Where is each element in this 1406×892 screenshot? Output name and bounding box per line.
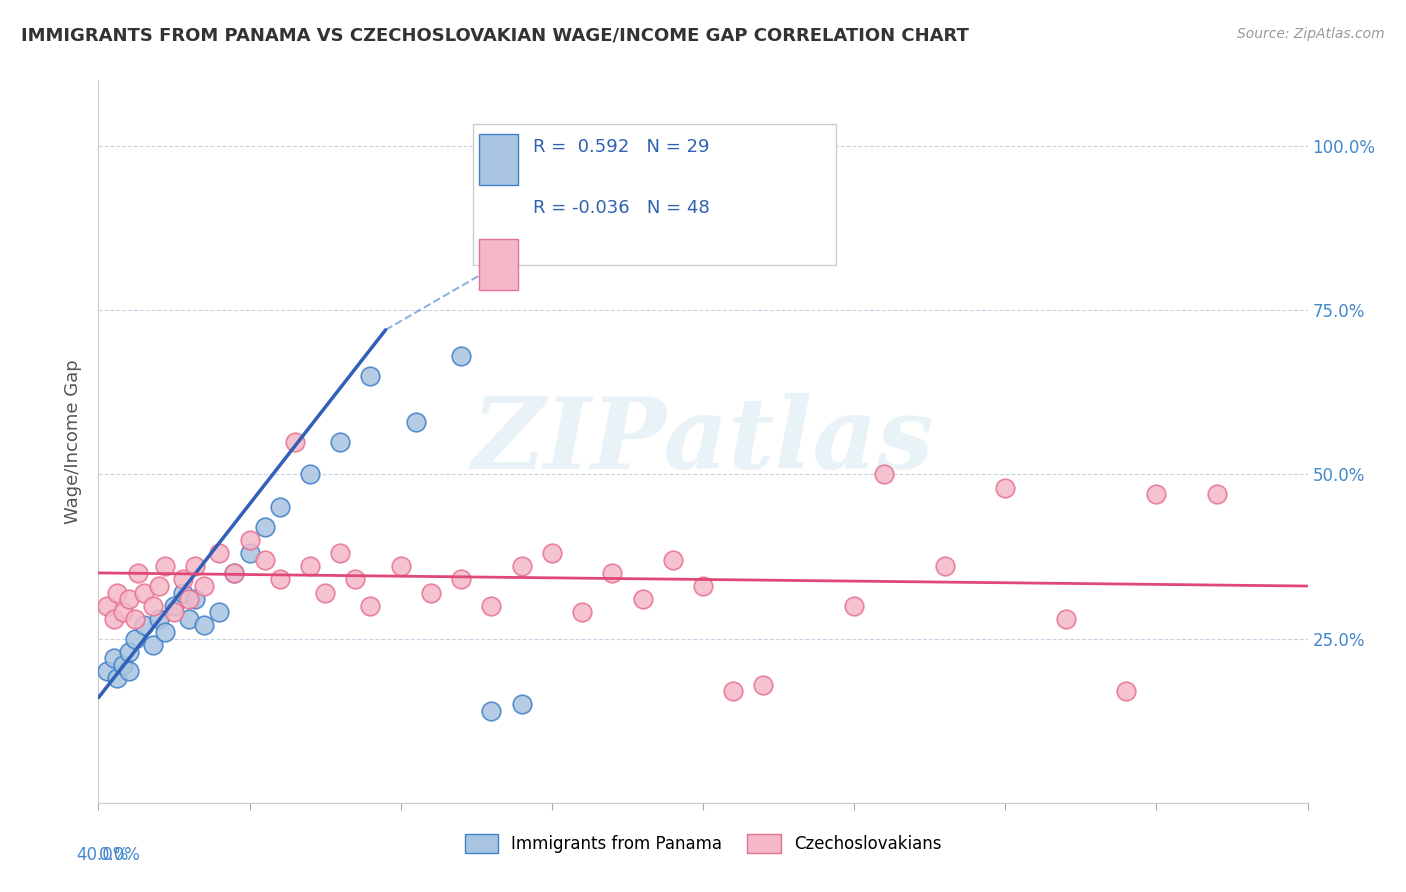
Legend: Immigrants from Panama, Czechoslovakians: Immigrants from Panama, Czechoslovakians xyxy=(458,827,948,860)
Point xyxy=(269,500,291,515)
Point xyxy=(269,573,291,587)
Point xyxy=(284,434,307,449)
Text: R =  0.592   N = 29: R = 0.592 N = 29 xyxy=(533,138,709,156)
Point xyxy=(179,592,201,607)
Point xyxy=(103,651,125,665)
Point xyxy=(1206,487,1229,501)
Point xyxy=(420,585,443,599)
Point xyxy=(224,566,246,580)
Y-axis label: Wage/Income Gap: Wage/Income Gap xyxy=(63,359,82,524)
Point xyxy=(1146,487,1168,501)
Point xyxy=(208,605,231,619)
Point xyxy=(163,599,186,613)
Point xyxy=(132,585,155,599)
Point xyxy=(193,579,215,593)
Point xyxy=(118,645,141,659)
Point xyxy=(602,566,624,580)
Point xyxy=(510,559,533,574)
Point xyxy=(481,704,503,718)
Text: 0.0%: 0.0% xyxy=(98,847,141,864)
Point xyxy=(172,585,194,599)
Point xyxy=(934,559,956,574)
Point xyxy=(132,618,155,632)
Point xyxy=(844,599,866,613)
Point xyxy=(692,579,714,593)
Point xyxy=(631,592,654,607)
Point xyxy=(127,566,149,580)
Point xyxy=(148,612,170,626)
Point xyxy=(118,592,141,607)
Point xyxy=(450,349,472,363)
Point xyxy=(153,559,176,574)
Point xyxy=(510,698,533,712)
Point xyxy=(873,467,896,482)
Point xyxy=(118,665,141,679)
Point xyxy=(153,625,176,640)
Point xyxy=(172,573,194,587)
Point xyxy=(179,612,201,626)
Point xyxy=(103,612,125,626)
Point xyxy=(389,559,412,574)
Point xyxy=(184,559,207,574)
FancyBboxPatch shape xyxy=(474,124,837,265)
Point xyxy=(314,585,336,599)
Point xyxy=(124,612,146,626)
Text: Source: ZipAtlas.com: Source: ZipAtlas.com xyxy=(1237,27,1385,41)
Bar xyxy=(479,239,517,290)
Point xyxy=(253,520,276,534)
Point xyxy=(299,467,322,482)
Point xyxy=(571,605,593,619)
Point xyxy=(344,573,367,587)
Point xyxy=(184,592,207,607)
Point xyxy=(105,671,128,685)
Point xyxy=(481,599,503,613)
Point xyxy=(540,546,562,560)
Point xyxy=(193,618,215,632)
Point xyxy=(299,559,322,574)
Point xyxy=(142,599,165,613)
Point xyxy=(405,415,427,429)
Point xyxy=(329,434,352,449)
Point xyxy=(723,684,745,698)
Point xyxy=(1054,612,1077,626)
Point xyxy=(96,599,118,613)
Point xyxy=(124,632,146,646)
Point xyxy=(360,599,382,613)
Point xyxy=(994,481,1017,495)
Point xyxy=(329,546,352,560)
Point xyxy=(752,677,775,691)
Point xyxy=(163,605,186,619)
Point xyxy=(148,579,170,593)
Point xyxy=(1115,684,1137,698)
Point xyxy=(111,605,134,619)
Point xyxy=(450,573,472,587)
Point xyxy=(142,638,165,652)
Point xyxy=(253,553,276,567)
Point xyxy=(111,657,134,672)
Point xyxy=(105,585,128,599)
Point xyxy=(239,533,262,547)
Text: IMMIGRANTS FROM PANAMA VS CZECHOSLOVAKIAN WAGE/INCOME GAP CORRELATION CHART: IMMIGRANTS FROM PANAMA VS CZECHOSLOVAKIA… xyxy=(21,27,969,45)
Text: 40.0%: 40.0% xyxy=(76,847,129,864)
Point xyxy=(239,546,262,560)
Point xyxy=(208,546,231,560)
Point xyxy=(661,553,683,567)
Text: R = -0.036   N = 48: R = -0.036 N = 48 xyxy=(533,200,709,218)
Point xyxy=(360,368,382,383)
Bar xyxy=(479,135,517,185)
Point xyxy=(224,566,246,580)
Point xyxy=(96,665,118,679)
Text: ZIPatlas: ZIPatlas xyxy=(472,393,934,490)
